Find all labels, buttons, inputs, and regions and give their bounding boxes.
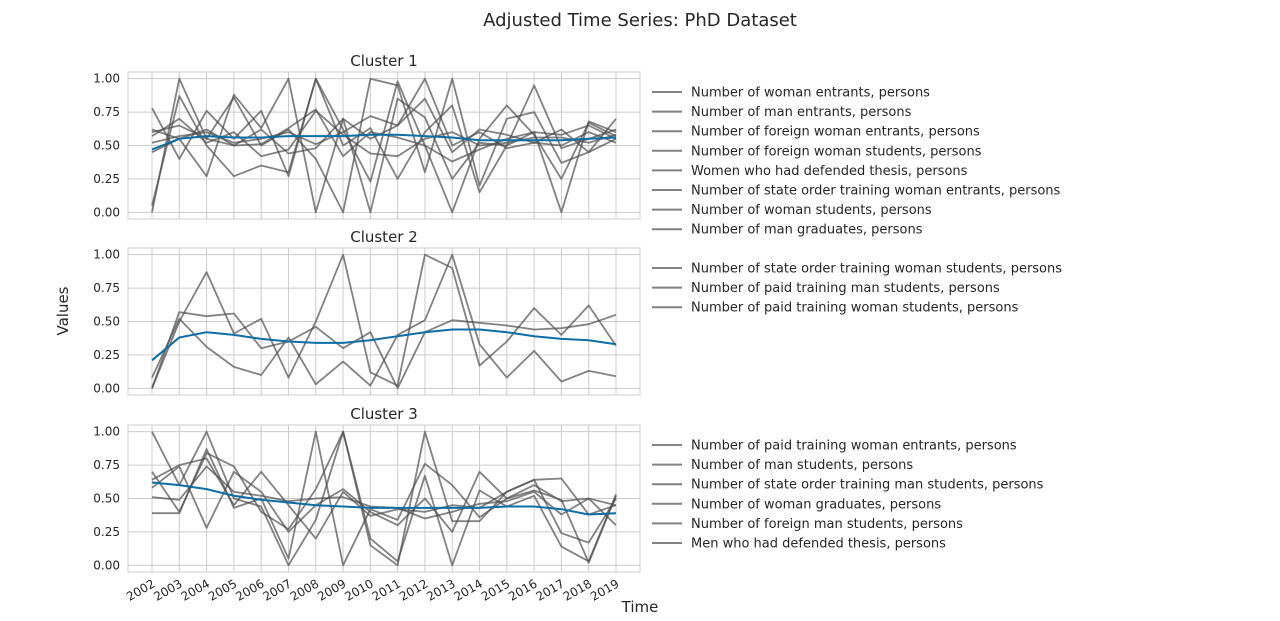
panel-title: Cluster 1 [350, 52, 418, 70]
panel-frame [127, 71, 641, 220]
panel-frame [127, 424, 641, 573]
y-tick-label: 0.25 [93, 348, 120, 362]
figure-title: Adjusted Time Series: PhD Dataset [483, 10, 797, 31]
legend-entry: Number of foreign man students, persons [691, 517, 963, 532]
y-tick-label: 1.00 [93, 72, 120, 86]
centroid-line [151, 328, 617, 362]
legend-entry: Men who had defended thesis, persons [691, 537, 946, 552]
legend-entry: Number of woman students, persons [691, 203, 932, 218]
series-line [151, 465, 617, 564]
panel-cluster-2: Cluster 2 0.00 0.25 0.50 0.75 1.00 Number of s… [93, 228, 1062, 396]
x-axis-label: Time [621, 598, 659, 616]
series-line [151, 253, 617, 389]
legend-entry: Number of foreign woman students, person… [691, 144, 982, 159]
centroid-line [151, 133, 617, 151]
legend-entry: Number of paid training man students, pe… [691, 281, 1000, 296]
legend-entry: Number of state order training woman ent… [691, 184, 1061, 199]
y-tick-label: 0.75 [93, 105, 120, 119]
legend-entry: Number of foreign woman entrants, person… [691, 125, 980, 140]
y-tick-label: 0.00 [93, 558, 120, 572]
y-tick-label: 1.00 [93, 425, 120, 439]
panel-cluster-3: Cluster 3 0.00 0.25 0.50 0.75 1.00 Number of p… [93, 405, 1043, 604]
series-line [151, 430, 617, 567]
y-tick-label: 0.25 [93, 525, 120, 539]
series-line [151, 457, 617, 540]
y-tick-label: 0.00 [93, 381, 120, 395]
y-tick-label: 0.75 [93, 281, 120, 295]
series-line [151, 97, 617, 155]
legend-entry: Number of state order training woman stu… [691, 262, 1062, 277]
series-line [151, 311, 617, 390]
y-tick-label: 0.75 [93, 458, 120, 472]
y-tick-label: 0.50 [93, 315, 120, 329]
legend-entry: Number of man entrants, persons [691, 105, 912, 120]
y-tick-label: 0.50 [93, 492, 120, 506]
y-tick-label: 0.50 [93, 139, 120, 153]
panel-cluster-1: Cluster 1 0.00 0.25 0.50 0.75 1.00 Number of w… [93, 52, 1060, 238]
legend-entry: Number of woman entrants, persons [691, 86, 930, 101]
centroid-line [151, 481, 617, 516]
y-tick-label: 1.00 [93, 248, 120, 262]
y-tick-label: 0.00 [93, 205, 120, 219]
legend-entry: Number of state order training man stude… [691, 478, 1044, 493]
series-line [151, 77, 617, 214]
panel-frame [127, 247, 641, 396]
legend-entry: Number of man students, persons [691, 458, 913, 473]
legend-entry: Number of man graduates, persons [691, 223, 923, 238]
legend-entry: Number of woman graduates, persons [691, 497, 941, 512]
y-axis-label: Values [54, 286, 72, 335]
legend-entry: Number of paid training woman entrants, … [691, 439, 1017, 454]
y-tick-label: 0.25 [93, 172, 120, 186]
series-line [151, 77, 617, 206]
legend-entry: Number of paid training woman students, … [691, 301, 1019, 316]
panel-title: Cluster 3 [350, 405, 418, 423]
panel-title: Cluster 2 [350, 228, 418, 246]
panels-group: Cluster 1 0.00 0.25 0.50 0.75 1.00 Number of w… [93, 52, 1062, 604]
series-line [151, 109, 617, 158]
legend-entry: Women who had defended thesis, persons [691, 164, 968, 179]
x-tick-label: 2019 [588, 576, 621, 603]
